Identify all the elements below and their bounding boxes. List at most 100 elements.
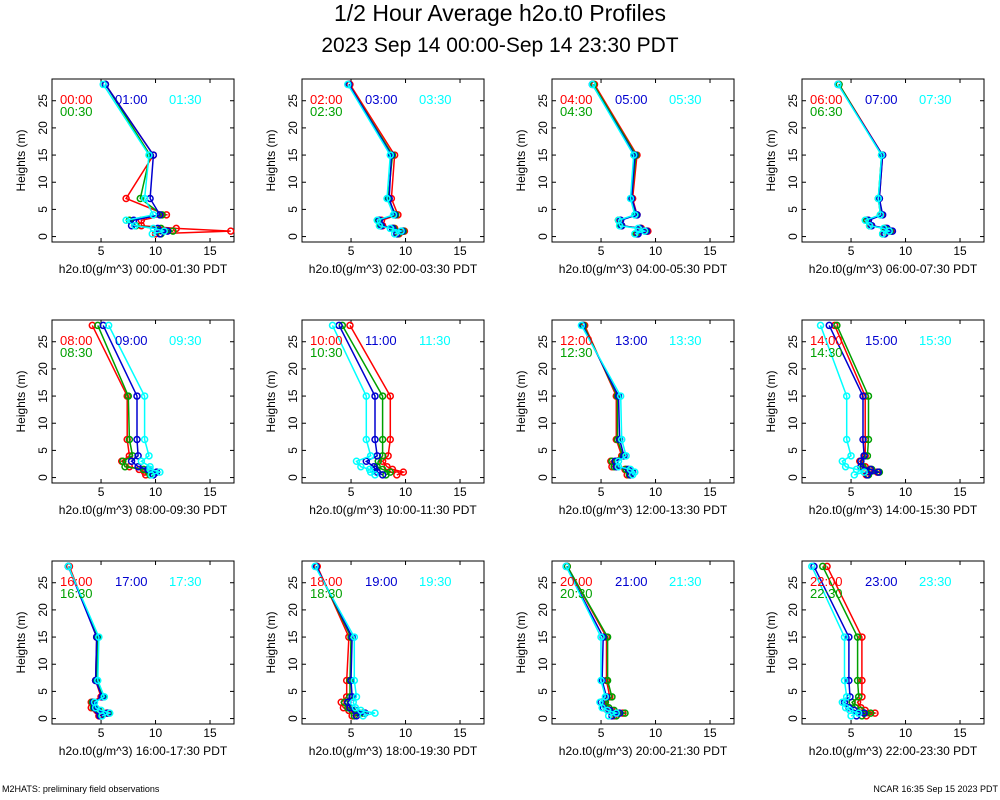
y-tick-label: 25 bbox=[786, 94, 800, 108]
data-point bbox=[833, 321, 841, 330]
x-tick-label: 15 bbox=[203, 485, 217, 499]
panel-4: 5 10 15 0 5 10 15 20 25 Heights (m) h2o.t0(g/m^3) … bbox=[764, 78, 985, 276]
legend-label: 23:00 bbox=[865, 574, 898, 589]
x-axis-label: h2o.t0(g/m^3) 00:00-01:30 PDT bbox=[59, 262, 228, 276]
series-line-20:30 bbox=[566, 566, 628, 717]
data-point bbox=[371, 392, 379, 400]
y-tick-label: 10 bbox=[36, 175, 50, 189]
data-point bbox=[149, 211, 158, 219]
data-point bbox=[860, 468, 868, 476]
legend-label: 12:00 bbox=[560, 333, 593, 348]
y-tick-label: 0 bbox=[36, 233, 50, 240]
x-axis-label: h2o.t0(g/m^3) 04:00-05:30 PDT bbox=[559, 262, 728, 276]
data-point bbox=[344, 80, 352, 89]
x-axis-label: h2o.t0(g/m^3) 10:00-11:30 PDT bbox=[309, 503, 477, 517]
y-tick-label: 0 bbox=[536, 715, 550, 722]
data-point bbox=[346, 321, 354, 330]
data-point bbox=[371, 435, 379, 444]
x-axis-label: h2o.t0(g/m^3) 12:00-13:30 PDT bbox=[559, 503, 728, 517]
data-point bbox=[140, 392, 149, 400]
panel-11: 5 10 15 0 5 10 15 20 25 Heights (m) h2o.t0(g/m^3) … bbox=[514, 560, 735, 758]
legend-label: 03:00 bbox=[365, 92, 398, 107]
x-tick-label: 15 bbox=[703, 726, 717, 740]
panel-frame bbox=[551, 560, 735, 725]
y-tick-label: 15 bbox=[286, 630, 300, 644]
data-point bbox=[160, 227, 169, 235]
panel-frame bbox=[801, 560, 985, 725]
data-point bbox=[858, 676, 866, 685]
y-axis-label: Heights (m) bbox=[14, 611, 28, 673]
y-tick-label: 0 bbox=[786, 233, 800, 240]
y-tick-label: 15 bbox=[286, 148, 300, 162]
data-point bbox=[841, 703, 850, 712]
y-tick-label: 0 bbox=[286, 474, 300, 481]
y-axis-label: Heights (m) bbox=[764, 611, 778, 673]
data-point bbox=[626, 194, 635, 203]
legend-label: 13:00 bbox=[615, 333, 648, 348]
panel-frame bbox=[51, 319, 235, 484]
x-tick-label: 15 bbox=[453, 485, 467, 499]
data-point bbox=[362, 435, 371, 444]
x-tick-label: 10 bbox=[149, 726, 163, 740]
legend-label: 03:30 bbox=[419, 92, 452, 107]
data-point bbox=[866, 465, 875, 474]
data-point bbox=[841, 462, 850, 471]
legend-label: 01:30 bbox=[169, 92, 202, 107]
x-tick-label: 5 bbox=[848, 726, 855, 740]
x-tick-label: 5 bbox=[348, 244, 355, 258]
data-point bbox=[163, 227, 172, 235]
footer-right: NCAR 16:35 Sep 15 2023 PDT bbox=[873, 784, 998, 794]
panel-3: 5 10 15 0 5 10 15 20 25 Heights (m) h2o.t0(g/m^3) … bbox=[514, 78, 735, 276]
x-tick-label: 15 bbox=[953, 726, 967, 740]
data-point bbox=[149, 151, 158, 159]
panel-5: 5 10 15 0 5 10 15 20 25 Heights (m) h2o.t0(g/m^3) … bbox=[14, 319, 235, 517]
x-axis-label: h2o.t0(g/m^3) 18:00-19:30 PDT bbox=[309, 744, 478, 758]
y-tick-label: 20 bbox=[536, 362, 550, 376]
x-axis-label: h2o.t0(g/m^3) 08:00-09:30 PDT bbox=[59, 503, 228, 517]
x-axis-label: h2o.t0(g/m^3) 06:00-07:30 PDT bbox=[809, 262, 978, 276]
legend-label: 07:00 bbox=[865, 92, 898, 107]
legend-label: 08:00 bbox=[60, 333, 93, 348]
data-point bbox=[137, 457, 146, 466]
y-tick-label: 10 bbox=[286, 657, 300, 671]
legend-label: 10:00 bbox=[310, 333, 343, 348]
legend-label: 21:30 bbox=[669, 574, 702, 589]
y-tick-label: 15 bbox=[36, 630, 50, 644]
x-axis-label: h2o.t0(g/m^3) 16:00-17:30 PDT bbox=[59, 744, 228, 758]
data-point bbox=[854, 709, 863, 717]
legend-label: 22:30 bbox=[810, 586, 843, 601]
data-point bbox=[631, 230, 639, 238]
data-point bbox=[616, 392, 625, 400]
y-tick-label: 25 bbox=[286, 94, 300, 108]
y-tick-label: 5 bbox=[536, 206, 550, 213]
x-axis-label: h2o.t0(g/m^3) 20:00-21:30 PDT bbox=[559, 744, 728, 758]
legend-label: 14:30 bbox=[810, 345, 843, 360]
y-tick-label: 0 bbox=[36, 715, 50, 722]
data-point bbox=[840, 633, 849, 641]
data-point bbox=[853, 676, 862, 685]
y-tick-label: 0 bbox=[536, 474, 550, 481]
legend-label: 05:30 bbox=[669, 92, 702, 107]
legend-label: 12:30 bbox=[560, 345, 593, 360]
y-axis-label: Heights (m) bbox=[514, 129, 528, 191]
x-axis-label: h2o.t0(g/m^3) 02:00-03:30 PDT bbox=[309, 262, 478, 276]
y-tick-label: 20 bbox=[536, 121, 550, 135]
y-tick-label: 0 bbox=[786, 715, 800, 722]
panel-frame bbox=[551, 319, 735, 484]
x-tick-label: 15 bbox=[953, 244, 967, 258]
data-point bbox=[857, 457, 865, 466]
x-tick-label: 15 bbox=[953, 485, 967, 499]
data-point bbox=[133, 392, 141, 400]
y-tick-label: 20 bbox=[286, 603, 300, 617]
data-point bbox=[226, 227, 235, 235]
y-tick-label: 15 bbox=[36, 389, 50, 403]
data-point bbox=[596, 698, 604, 707]
data-point bbox=[122, 216, 130, 225]
legend-label: 06:30 bbox=[810, 104, 843, 119]
x-tick-label: 10 bbox=[899, 244, 913, 258]
panel-frame bbox=[51, 560, 235, 725]
data-point bbox=[858, 633, 866, 641]
data-point bbox=[399, 468, 408, 476]
data-point bbox=[352, 693, 361, 701]
data-point bbox=[149, 224, 158, 233]
